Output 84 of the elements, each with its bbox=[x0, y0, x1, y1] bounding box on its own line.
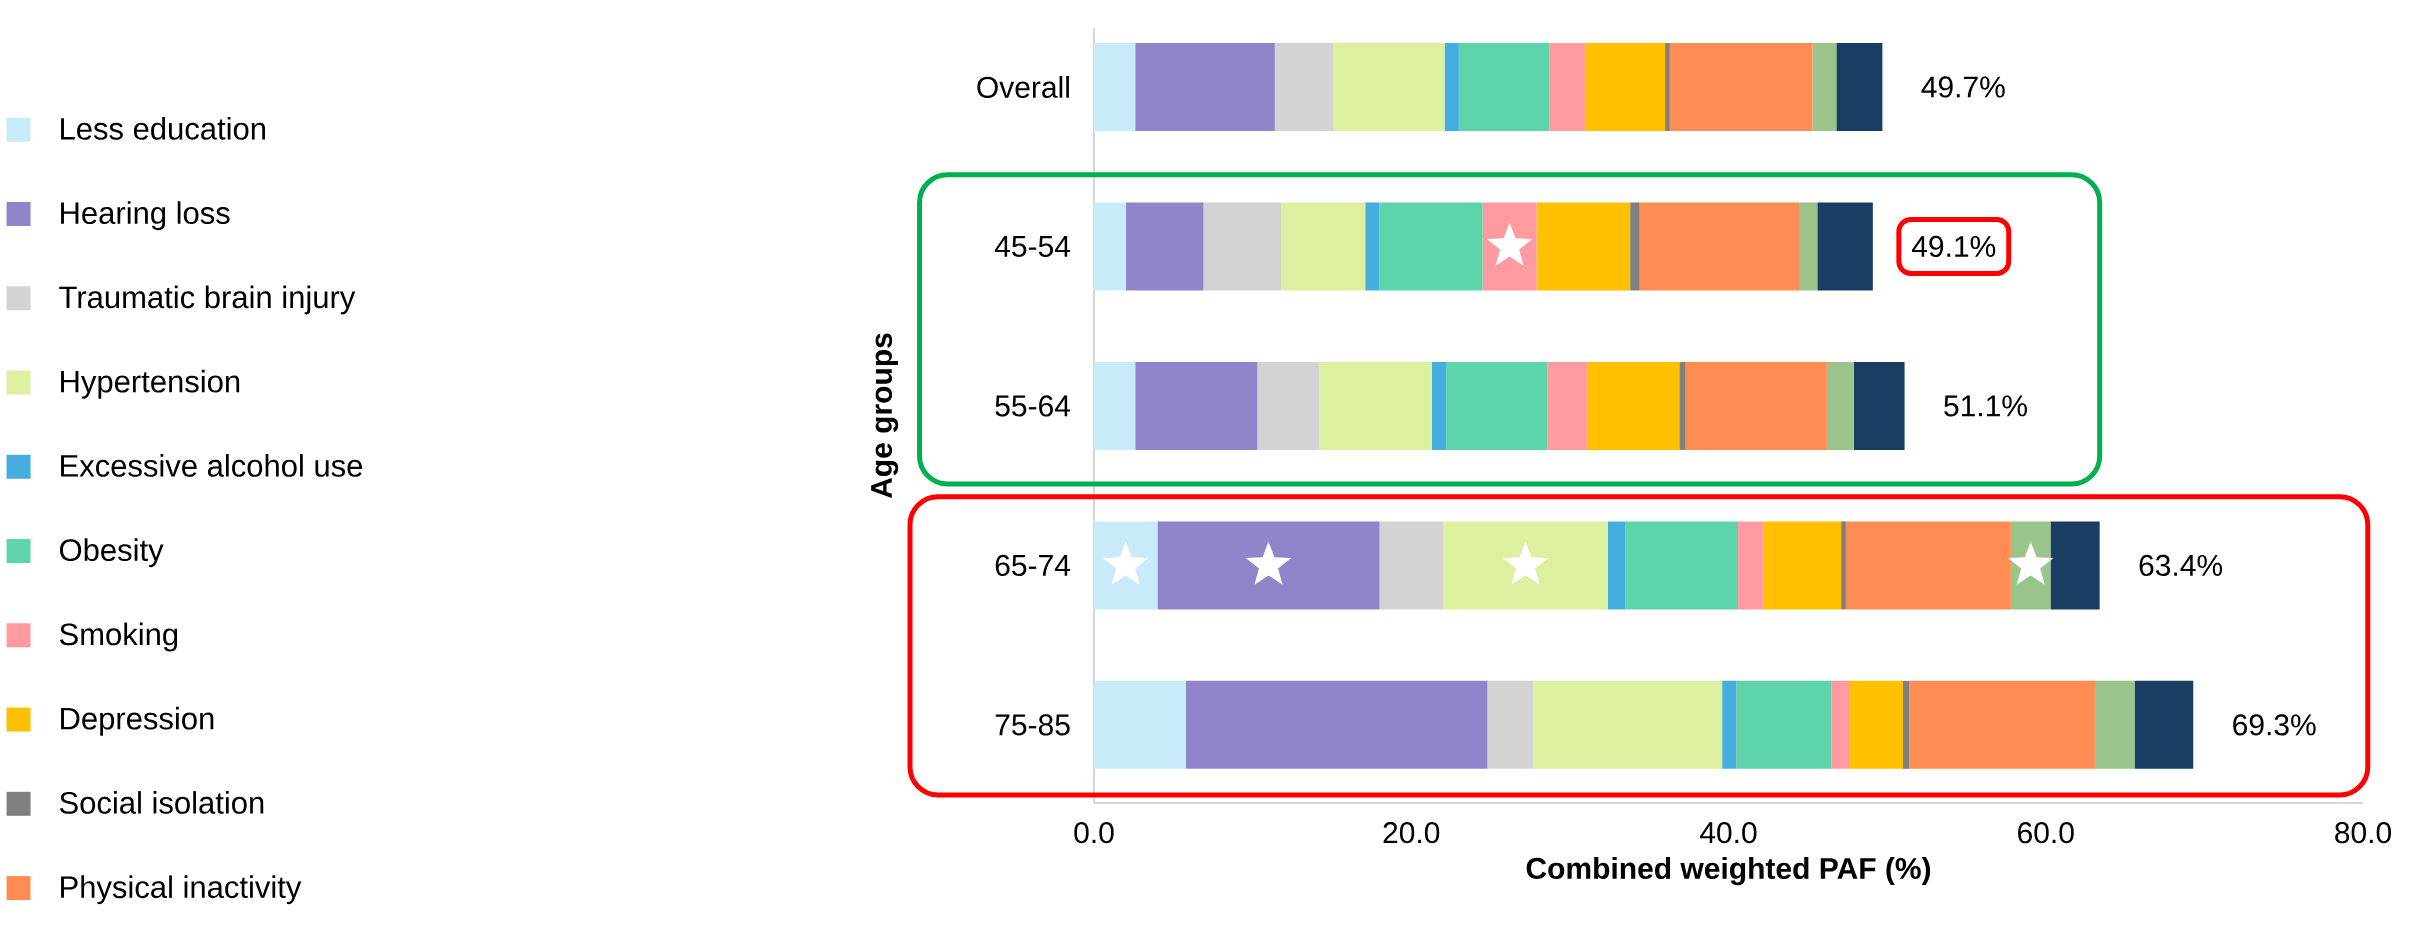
bar bbox=[1094, 680, 1186, 769]
bar bbox=[1487, 680, 1534, 769]
bar bbox=[2094, 680, 2135, 769]
x-tick-label: 40.0 bbox=[1700, 822, 1757, 844]
bar bbox=[1738, 521, 1764, 610]
bar bbox=[1094, 202, 1126, 291]
total-label: 49.1% bbox=[1911, 235, 1996, 258]
bar bbox=[1431, 361, 1447, 450]
bar bbox=[1607, 521, 1626, 610]
bar bbox=[1763, 521, 1842, 610]
bar bbox=[1257, 361, 1320, 450]
total-label: 51.1% bbox=[1944, 395, 2027, 417]
bar bbox=[1836, 42, 1883, 131]
total-label: 49.7% bbox=[1921, 76, 2005, 98]
x-tick-label: 20.0 bbox=[1383, 822, 1440, 844]
bar bbox=[1669, 42, 1813, 131]
bar bbox=[1585, 42, 1666, 131]
bar bbox=[1203, 202, 1282, 291]
legend-label: Depression bbox=[61, 706, 214, 736]
bar bbox=[2050, 521, 2100, 610]
x-tick-label: 60.0 bbox=[2018, 822, 2074, 844]
bar bbox=[1549, 42, 1586, 131]
bar bbox=[1817, 202, 1873, 291]
bar bbox=[1826, 361, 1854, 450]
bar bbox=[1587, 361, 1680, 450]
legend-label: Hearing loss bbox=[61, 201, 230, 231]
bar bbox=[1902, 680, 1910, 769]
bar bbox=[1533, 680, 1723, 769]
bar bbox=[1379, 202, 1483, 291]
bar bbox=[1625, 521, 1739, 610]
bar bbox=[1849, 680, 1903, 769]
y-tick-label: 65-74 bbox=[995, 554, 1071, 576]
bar bbox=[1444, 42, 1459, 131]
bar bbox=[1157, 521, 1380, 610]
y-tick-label: 55-64 bbox=[995, 395, 1071, 417]
legend-label: Obesity bbox=[60, 538, 164, 568]
bar bbox=[1799, 202, 1818, 291]
bar bbox=[1333, 42, 1445, 131]
y-tick-label: 45-54 bbox=[994, 235, 1071, 257]
bar bbox=[1536, 202, 1631, 291]
bar bbox=[1274, 42, 1334, 131]
legend-label: Excessive alcohol use bbox=[61, 454, 363, 477]
y-tick-label: 75-85 bbox=[995, 714, 1070, 736]
bar bbox=[1630, 202, 1640, 291]
bar bbox=[1365, 202, 1380, 291]
legend-label: Hypertension bbox=[61, 369, 240, 399]
bar bbox=[1853, 361, 1905, 450]
bar bbox=[1722, 680, 1737, 769]
bar bbox=[1841, 521, 1846, 610]
bar bbox=[1845, 521, 2011, 610]
bar bbox=[1135, 361, 1258, 450]
bar bbox=[1547, 361, 1588, 450]
y-axis-title: Age groups bbox=[871, 333, 899, 499]
bar bbox=[2134, 680, 2194, 769]
x-tick-label: 80.0 bbox=[2335, 822, 2391, 844]
bar bbox=[1281, 202, 1366, 291]
bar bbox=[1665, 42, 1670, 131]
x-axis-title: Combined weighted PAF (%) bbox=[1526, 857, 1931, 886]
bar bbox=[1094, 361, 1136, 450]
bar bbox=[1685, 361, 1827, 450]
bar bbox=[1458, 42, 1550, 131]
legend-label: Traumatic brain injury bbox=[59, 285, 356, 315]
total-label: 69.3% bbox=[2233, 714, 2316, 736]
legend-label: Physical inactivity bbox=[61, 875, 302, 905]
bar bbox=[1186, 680, 1488, 769]
bar bbox=[1379, 521, 1443, 610]
bar bbox=[1639, 202, 1800, 291]
legend-label: Social isolation bbox=[59, 791, 264, 814]
bar bbox=[1812, 42, 1837, 131]
bar bbox=[1135, 42, 1275, 131]
bar bbox=[1319, 361, 1432, 450]
bar bbox=[1831, 680, 1850, 769]
bar bbox=[1679, 361, 1686, 450]
x-tick-label: 0.0 bbox=[1074, 822, 1114, 844]
bar bbox=[1125, 202, 1204, 291]
bar bbox=[1736, 680, 1832, 769]
total-label: 63.4% bbox=[2139, 554, 2223, 576]
bar bbox=[1909, 680, 2095, 769]
legend-label: Smoking bbox=[59, 622, 178, 652]
bar bbox=[1446, 361, 1548, 450]
y-tick-label: Overall bbox=[977, 75, 1069, 98]
bar bbox=[1094, 42, 1136, 131]
bar bbox=[1442, 521, 1608, 610]
legend-label: Less education bbox=[61, 117, 265, 140]
